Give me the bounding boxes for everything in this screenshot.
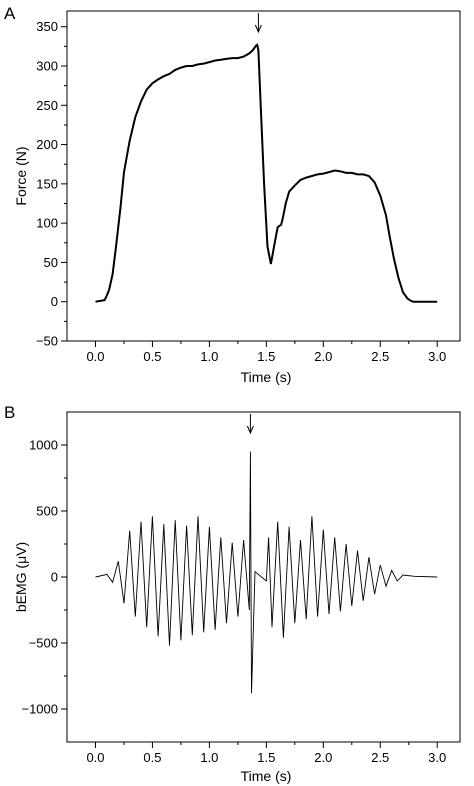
panel-b-arrow-marker: [246, 414, 254, 435]
y-tick-label: 1000: [29, 438, 58, 453]
y-tick-label: 200: [36, 137, 58, 152]
panel-b-x-axis-title: Time (s): [241, 768, 292, 784]
x-tick-label: 0.5: [143, 750, 161, 765]
x-tick-label: 0.0: [86, 750, 104, 765]
x-tick-label: 3.0: [428, 349, 446, 364]
panel-a-arrow-marker: [254, 13, 262, 34]
x-tick-label: 3.0: [428, 750, 446, 765]
x-tick-label: 1.5: [257, 750, 275, 765]
y-tick-label: 50: [44, 255, 58, 270]
arrow-head: [254, 24, 262, 34]
y-tick-label: 0: [51, 570, 58, 585]
x-tick-label: 2.0: [314, 349, 332, 364]
panel-b-y-axis-title: bEMG (μV): [13, 542, 29, 612]
x-tick-label: 2.5: [371, 349, 389, 364]
x-tick-label: 1.5: [257, 349, 275, 364]
y-tick-label: 300: [36, 59, 58, 74]
y-tick-label: 350: [36, 19, 58, 34]
x-tick-label: 2.5: [371, 750, 389, 765]
panel-a-y-ticks: −50 0 50 100 150 200 250 300 350: [36, 19, 67, 349]
panel-a-x-axis-title: Time (s): [241, 369, 292, 385]
y-tick-label: −1000: [21, 702, 58, 717]
y-tick-label: 150: [36, 176, 58, 191]
x-tick-label: 1.0: [200, 750, 218, 765]
panel-b-x-ticks: 0.0 0.5 1.0 1.5 2.0 2.5 3.0: [86, 742, 446, 765]
y-tick-label: 0: [51, 294, 58, 309]
panel-a-y-axis-title: Force (N): [13, 146, 29, 205]
y-tick-label: −50: [36, 334, 58, 349]
panel-b: B 0.0 0.5 1.0 1.5 2.0 2.5 3.0 −1000 −500 0 500 100…: [4, 403, 461, 784]
panel-b-y-ticks: −1000 −500 0 500 1000: [21, 438, 67, 717]
y-tick-label: −500: [29, 636, 58, 651]
panel-a: A 0.0 0.5 1.0 1.5 2.0 2.5 3.0 −50 0 50 100 150 200 2…: [4, 4, 461, 385]
y-tick-label: 250: [36, 98, 58, 113]
panel-a-plot-frame: [66, 10, 461, 342]
panel-b-emg-trace: [95, 451, 438, 694]
y-tick-label: 500: [36, 504, 58, 519]
panel-a-x-ticks: 0.0 0.5 1.0 1.5 2.0 2.5 3.0: [86, 341, 446, 364]
panel-a-label: A: [4, 4, 16, 23]
x-tick-label: 0.0: [86, 349, 104, 364]
panel-b-label: B: [4, 403, 15, 422]
x-tick-label: 0.5: [143, 349, 161, 364]
y-tick-label: 100: [36, 216, 58, 231]
x-tick-label: 2.0: [314, 750, 332, 765]
x-tick-label: 1.0: [200, 349, 218, 364]
arrow-head: [246, 425, 254, 435]
panel-a-force-trace: [95, 43, 438, 303]
